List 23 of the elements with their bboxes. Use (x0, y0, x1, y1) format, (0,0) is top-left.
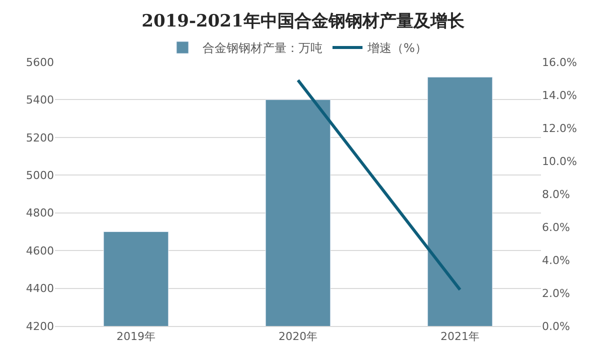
y2-tick-label: 2.0% (542, 286, 570, 300)
y-tick-label: 5000 (26, 168, 54, 182)
chart-title: 2019-2021年中国合金钢钢材产量及增长 (142, 11, 466, 32)
y-tick-label: 5600 (26, 56, 54, 69)
y2-tick-label: 16.0% (542, 56, 577, 69)
y-tick-label: 5200 (26, 131, 54, 144)
y2-tick-label: 0.0% (542, 320, 570, 333)
y2-tick-label: 8.0% (542, 188, 570, 201)
y2-tick-label: 12.0% (542, 122, 577, 135)
x-tick-label: 2019年 (116, 330, 156, 344)
y-tick-label: 4400 (26, 282, 54, 296)
y2-tick-label: 6.0% (542, 220, 570, 234)
y2-tick-label: 4.0% (542, 254, 570, 267)
legend-label: 增速（%） (366, 41, 427, 56)
y2-tick-label: 10.0% (542, 154, 577, 168)
y-tick-label: 4600 (26, 244, 54, 258)
y-tick-label: 4200 (26, 320, 54, 333)
y-tick-label: 5400 (26, 94, 54, 107)
y-tick-label: 4800 (26, 206, 54, 220)
x-tick-label: 2021年 (440, 330, 480, 344)
legend-label: 合金钢钢材产量：万吨 (202, 41, 322, 56)
y2-tick-label: 14.0% (542, 88, 577, 102)
x-tick-label: 2020年 (278, 330, 318, 344)
